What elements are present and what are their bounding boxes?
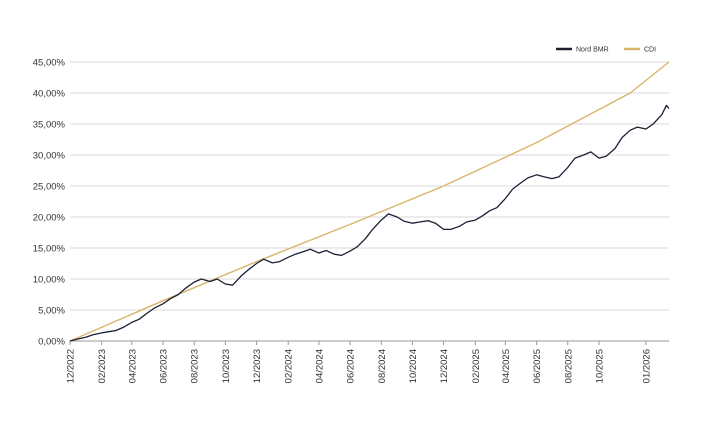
x-tick-label: 12/2024 (439, 349, 450, 383)
x-tick-label: 10/2024 (408, 349, 419, 383)
y-tick-label: 10,00% (33, 275, 66, 286)
x-tick-label: 10/2025 (594, 349, 605, 383)
y-tick-label: 25,00% (33, 182, 66, 193)
x-tick-label: 06/2025 (532, 349, 543, 383)
y-tick-label: 0,00% (38, 337, 65, 348)
x-tick-label: 01/2026 (642, 349, 653, 383)
series-line-nord-bmr (69, 104, 670, 342)
grid-lines (70, 61, 669, 342)
x-axis: 12/2022 02/2023 04/2023 06/2023 08/2023 10/20… (66, 340, 669, 383)
y-tick-label: 35,00% (33, 120, 66, 131)
legend-label-nord-bmr: Nord BMR (576, 47, 609, 54)
y-tick-label: 20,00% (33, 213, 66, 224)
x-tick-label: 02/2025 (471, 349, 482, 383)
x-tick-label: 12/2023 (252, 349, 263, 383)
y-tick-label: 45,00% (33, 58, 66, 69)
y-tick-label: 15,00% (33, 244, 66, 255)
x-tick-label: 08/2024 (377, 349, 388, 383)
y-tick-label: 40,00% (33, 89, 66, 100)
series-line-cdi (69, 61, 670, 342)
legend: Nord BMR CDI (556, 47, 656, 54)
x-tick-label: 02/2024 (284, 349, 295, 383)
y-tick-label: 30,00% (33, 151, 66, 162)
series-lines (69, 61, 670, 342)
x-tick-label: 06/2023 (159, 349, 170, 383)
x-tick-label: 06/2024 (346, 349, 357, 383)
x-tick-label: 12/2022 (66, 349, 77, 383)
x-tick-label: 04/2024 (314, 349, 325, 383)
legend-label-cdi: CDI (644, 47, 656, 54)
x-tick-label: 08/2025 (563, 349, 574, 383)
x-tick-label: 02/2023 (97, 349, 108, 383)
x-tick-label: 04/2025 (501, 349, 512, 383)
y-axis: 0,00% 5,00% 10,00% 15,00% 20,00% 25,00% 30,00%… (33, 58, 66, 348)
x-tick-label: 04/2023 (127, 349, 138, 383)
y-tick-label: 5,00% (38, 306, 65, 317)
x-tick-label: 08/2023 (190, 349, 201, 383)
x-tick-label: 10/2023 (221, 349, 232, 383)
